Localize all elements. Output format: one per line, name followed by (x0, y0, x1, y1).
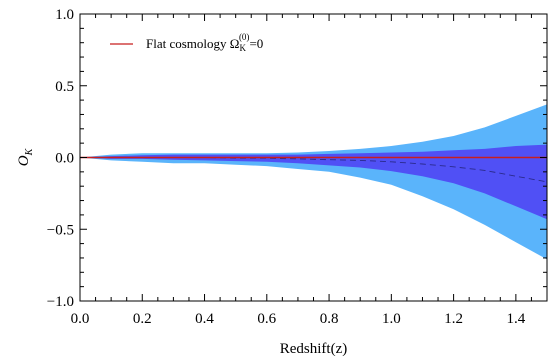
y-tick-label: 1.0 (55, 7, 74, 23)
legend-label-text: Flat cosmology Ω (146, 36, 239, 51)
axis-ticks (79, 13, 547, 302)
band-inner (80, 144, 547, 220)
x-tick-label: 1.0 (382, 311, 401, 327)
x-tick-label: 0.2 (133, 311, 152, 327)
y-axis-label-sub: K (24, 147, 35, 156)
x-tick-labels: 0.0 0.2 0.4 0.6 0.8 1.0 1.2 1.4 (71, 311, 526, 327)
x-tick-label: 0.4 (195, 311, 214, 327)
x-tick-label: 1.2 (444, 311, 463, 327)
legend-label-sup: (0) (239, 32, 250, 42)
y-tick-label: −1.0 (47, 294, 74, 310)
legend-label-sub: K (239, 43, 246, 53)
y-axis-label: OK (16, 147, 35, 166)
x-tick-label: 0.6 (257, 311, 276, 327)
median-dashed-line (80, 157, 548, 183)
x-axis-label: Redshift(z) (280, 341, 347, 357)
legend: Flat cosmology ΩK(0)=0 (110, 32, 263, 53)
x-tick-label: 0.0 (71, 311, 90, 327)
band-outer (80, 104, 547, 260)
y-axis-label-main: O (16, 155, 32, 166)
x-tick-label: 1.4 (506, 311, 525, 327)
y-tick-label: 0.5 (55, 79, 74, 95)
y-tick-label: −0.5 (47, 222, 74, 238)
y-tick-label: 0.0 (55, 151, 74, 167)
legend-label: Flat cosmology ΩK(0)=0 (146, 32, 263, 53)
x-tick-label: 0.8 (320, 311, 339, 327)
series-lines (80, 156, 548, 183)
y-tick-labels: −1.0 −0.5 0.0 0.5 1.0 (47, 7, 74, 310)
legend-label-suffix: =0 (249, 36, 263, 51)
confidence-bands (80, 104, 547, 260)
